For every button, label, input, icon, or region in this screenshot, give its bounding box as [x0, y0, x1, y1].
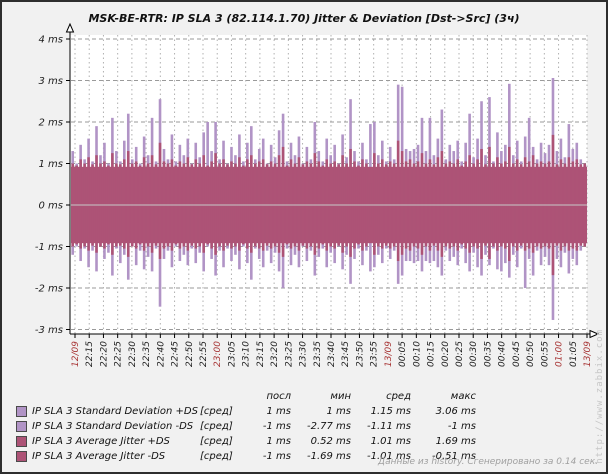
svg-text:00:20: 00:20 — [441, 341, 451, 367]
svg-text:-3 ms: -3 ms — [35, 325, 63, 336]
legend-header-max: макс — [450, 391, 476, 402]
stat-avg: 1.15 ms — [370, 406, 411, 417]
svg-text:22:45: 22:45 — [171, 341, 181, 367]
svg-text:00:50: 00:50 — [526, 341, 536, 367]
svg-text:22:15: 22:15 — [85, 341, 95, 367]
legend-header-min: мин — [330, 391, 351, 402]
series-func: [сред] — [200, 421, 233, 432]
stat-last: -1 ms — [262, 451, 291, 462]
stat-min: -2.77 ms — [306, 421, 351, 432]
svg-text:22:35: 22:35 — [142, 341, 152, 367]
series-func: [сред] — [200, 451, 233, 462]
svg-text:23:00: 23:00 — [213, 341, 223, 367]
legend-row-jitter-minus: IP SLA 3 Average Jitter -DS [сред] -1 ms… — [16, 449, 486, 464]
svg-text:13/09: 13/09 — [583, 341, 593, 367]
svg-text:00:35: 00:35 — [483, 341, 493, 367]
legend-header-row: посл мин сред макс — [16, 389, 486, 404]
stat-min: 0.52 ms — [310, 436, 351, 447]
stat-max: -1 ms — [447, 421, 476, 432]
svg-text:00:25: 00:25 — [455, 341, 465, 367]
graph-title: MSK-BE-RTR: IP SLA 3 (82.114.1.70) Jitte… — [88, 12, 520, 25]
svg-text:23:55: 23:55 — [370, 341, 380, 367]
svg-text:22:40: 22:40 — [156, 341, 166, 367]
series-func: [сред] — [200, 406, 233, 417]
svg-text:-2 ms: -2 ms — [35, 284, 63, 295]
svg-text:23:45: 23:45 — [341, 341, 351, 367]
svg-text:23:35: 23:35 — [313, 341, 323, 367]
svg-text:00:55: 00:55 — [540, 341, 550, 367]
svg-text:00:45: 00:45 — [512, 341, 522, 367]
zabbix-url-watermark: http://www.zabbix.com — [595, 329, 605, 464]
stat-max: 3.06 ms — [435, 406, 476, 417]
stat-max: 1.69 ms — [435, 436, 476, 447]
svg-text:23:40: 23:40 — [327, 341, 337, 367]
svg-text:23:30: 23:30 — [299, 341, 309, 367]
legend-header-last: посл — [266, 391, 291, 402]
stat-max: -0.51 ms — [431, 451, 476, 462]
svg-text:23:05: 23:05 — [227, 341, 237, 367]
generation-info: Данные из history. Сгенерировано за 0.14… — [378, 457, 598, 467]
legend-header-avg: сред — [386, 391, 411, 402]
svg-text:01:00: 01:00 — [555, 341, 565, 367]
svg-text:23:15: 23:15 — [256, 341, 266, 367]
legend-swatch-sd-minus — [16, 421, 27, 432]
stat-min: -1.69 ms — [306, 451, 351, 462]
legend-row-jitter-plus: IP SLA 3 Average Jitter +DS [сред] 1 ms … — [16, 434, 486, 449]
svg-text:12/09: 12/09 — [71, 341, 81, 367]
svg-text:22:50: 22:50 — [185, 341, 195, 367]
series-label: IP SLA 3 Standard Deviation -DS — [32, 421, 194, 432]
svg-text:0 ms: 0 ms — [39, 201, 64, 212]
svg-text:1 ms: 1 ms — [39, 159, 64, 170]
svg-text:22:30: 22:30 — [128, 341, 138, 367]
svg-text:00:10: 00:10 — [412, 341, 422, 367]
svg-text:23:10: 23:10 — [242, 341, 252, 367]
stat-last: -1 ms — [262, 421, 291, 432]
stat-last: 1 ms — [266, 406, 292, 417]
svg-text:22:25: 22:25 — [114, 341, 124, 367]
series-label: IP SLA 3 Standard Deviation +DS — [32, 406, 198, 417]
svg-text:22:55: 22:55 — [199, 341, 209, 367]
series-label: IP SLA 3 Average Jitter -DS — [32, 451, 166, 462]
svg-text:-1 ms: -1 ms — [35, 242, 63, 253]
svg-text:22:20: 22:20 — [99, 341, 109, 367]
legend-swatch-jitter-plus — [16, 436, 27, 447]
svg-text:01:05: 01:05 — [569, 341, 579, 367]
stat-min: 1 ms — [326, 406, 352, 417]
svg-text:4 ms: 4 ms — [39, 35, 64, 46]
legend-row-sd-plus: IP SLA 3 Standard Deviation +DS [сред] 1… — [16, 404, 486, 419]
stat-avg: -1.11 ms — [366, 421, 411, 432]
svg-text:00:40: 00:40 — [498, 341, 508, 367]
svg-text:23:50: 23:50 — [355, 341, 365, 367]
stat-avg: 1.01 ms — [370, 436, 411, 447]
legend: посл мин сред макс IP SLA 3 Standard Dev… — [16, 389, 486, 464]
series-func: [сред] — [200, 436, 233, 447]
legend-row-sd-minus: IP SLA 3 Standard Deviation -DS [сред] -… — [16, 419, 486, 434]
svg-text:2 ms: 2 ms — [39, 118, 64, 129]
legend-swatch-sd-plus — [16, 406, 27, 417]
svg-text:00:30: 00:30 — [469, 341, 479, 367]
svg-text:13/09: 13/09 — [384, 341, 394, 367]
svg-text:23:25: 23:25 — [284, 341, 294, 367]
svg-text:3 ms: 3 ms — [39, 76, 64, 87]
stat-avg: -1.01 ms — [366, 451, 411, 462]
svg-text:00:05: 00:05 — [398, 341, 408, 367]
svg-text:23:20: 23:20 — [270, 341, 280, 367]
series-label: IP SLA 3 Average Jitter +DS — [32, 436, 170, 447]
svg-text:00:15: 00:15 — [427, 341, 437, 367]
stat-last: 1 ms — [266, 436, 292, 447]
legend-swatch-jitter-minus — [16, 451, 27, 462]
